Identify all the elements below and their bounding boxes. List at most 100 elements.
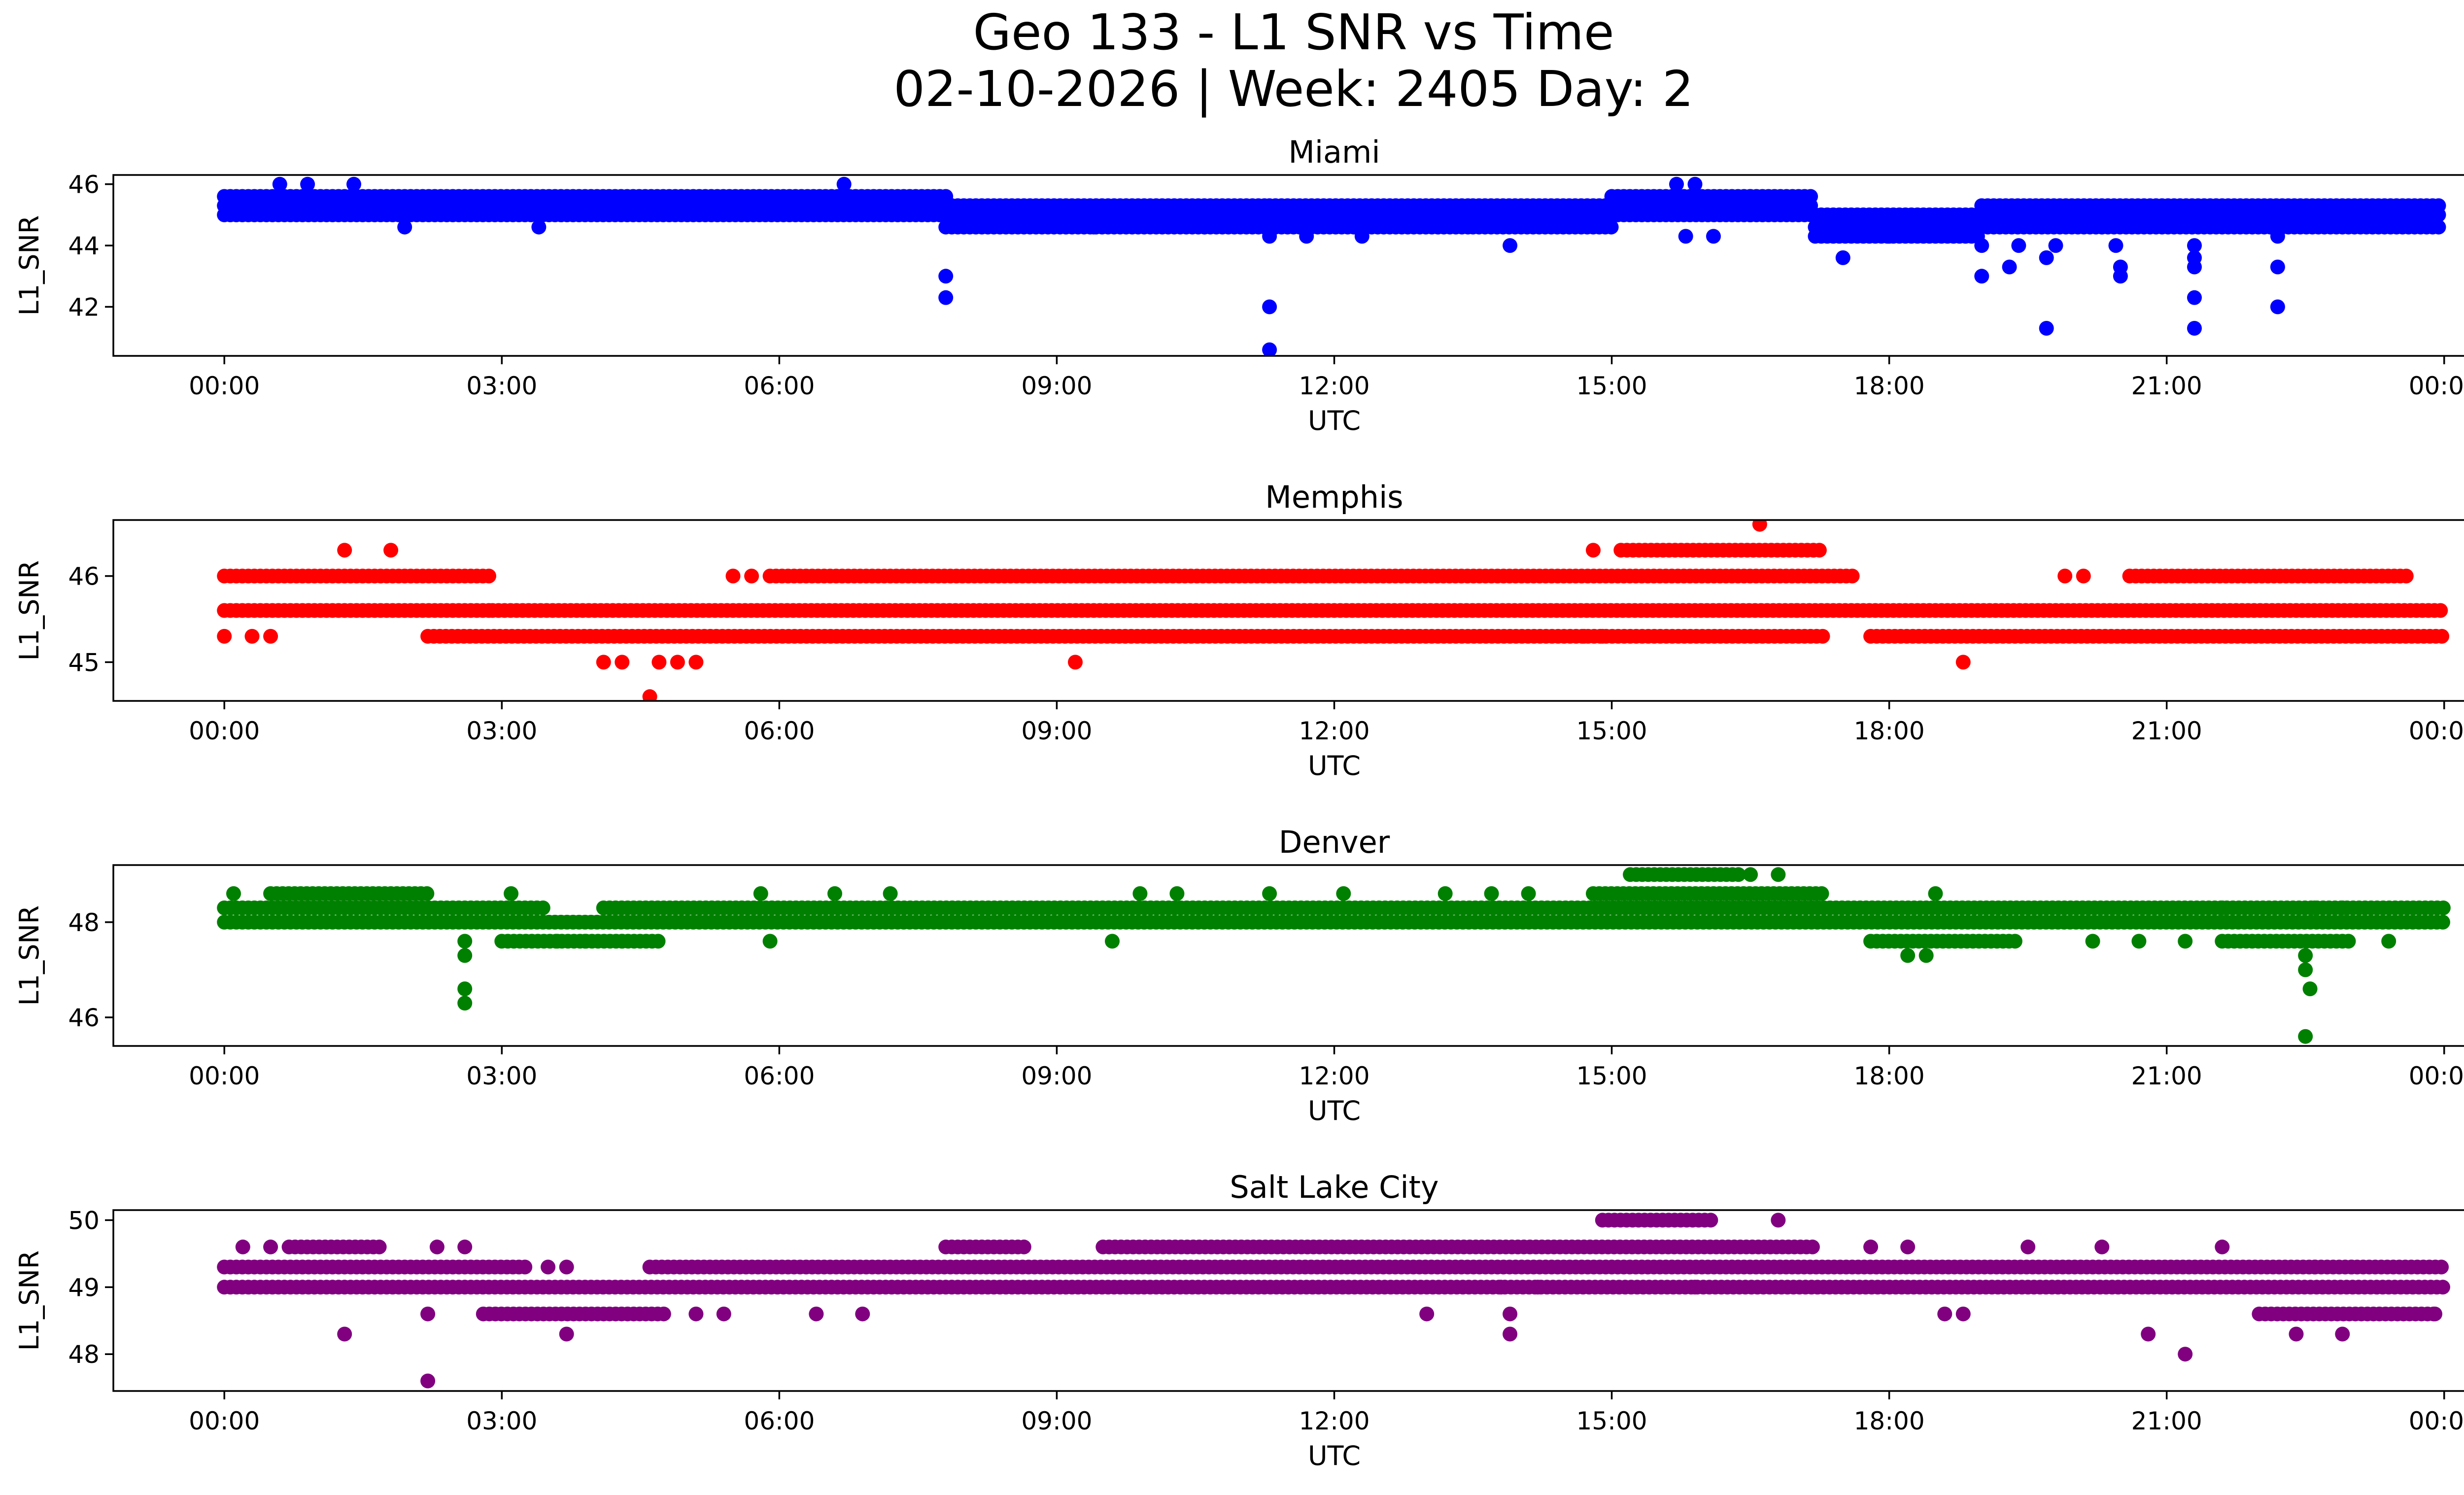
data-point <box>1937 1306 1952 1321</box>
data-point <box>1503 238 1518 253</box>
data-point <box>762 934 778 949</box>
data-point <box>1262 886 1277 901</box>
data-point <box>2020 1239 2036 1254</box>
x-axis-label: UTC <box>1308 750 1361 781</box>
y-tick-label: 42 <box>68 293 100 321</box>
figure-title-line-1: Geo 133 - L1 SNR vs Time <box>973 3 1614 61</box>
data-point <box>2011 238 2026 253</box>
data-point <box>2434 628 2450 644</box>
x-tick-label: 12:00 <box>1299 372 1369 400</box>
data-point <box>420 1306 436 1321</box>
data-point <box>1586 543 1601 558</box>
data-point <box>2178 934 2193 949</box>
data-point <box>2344 1259 2360 1275</box>
data-point <box>1576 628 1592 644</box>
data-point <box>2048 238 2063 253</box>
data-point <box>1974 238 1989 253</box>
x-axis-label: UTC <box>1308 405 1361 436</box>
data-point <box>827 886 842 901</box>
data-point <box>2178 1347 2193 1362</box>
data-point <box>1132 886 1148 901</box>
subplot-title: Salt Lake City <box>1230 1169 1438 1205</box>
data-point <box>420 1373 436 1389</box>
data-point <box>615 934 630 949</box>
subplot-title: Memphis <box>1265 479 1403 515</box>
x-tick-label: 12:00 <box>1299 1407 1369 1435</box>
data-point <box>2433 603 2448 618</box>
data-point <box>596 655 611 670</box>
data-point <box>1530 1280 1545 1295</box>
data-point <box>2094 1239 2110 1254</box>
data-point <box>337 1326 352 1342</box>
data-point <box>1955 1306 1971 1321</box>
y-tick-label: 46 <box>68 1004 100 1032</box>
data-point <box>235 1239 250 1254</box>
y-tick-label: 46 <box>68 562 100 591</box>
data-point <box>2039 321 2054 336</box>
data-point <box>744 568 759 584</box>
data-point <box>504 886 519 901</box>
data-point <box>809 1306 824 1321</box>
data-point <box>1928 886 1943 901</box>
data-point <box>2113 269 2128 284</box>
data-point <box>1803 189 1818 204</box>
data-point <box>2307 900 2322 915</box>
data-point <box>217 628 232 644</box>
data-point <box>2270 299 2285 314</box>
x-tick-label: 06:00 <box>744 1062 815 1090</box>
x-tick-label: 18:00 <box>1854 1407 1925 1435</box>
data-point <box>2076 568 2091 584</box>
data-point <box>346 176 361 192</box>
data-point <box>2002 259 2017 275</box>
data-point <box>541 1259 556 1275</box>
data-point <box>263 628 278 644</box>
data-point <box>457 996 473 1011</box>
data-point <box>2398 568 2414 584</box>
data-point <box>2085 934 2100 949</box>
subplot-title: Miami <box>1288 134 1380 170</box>
data-point <box>2187 238 2202 253</box>
data-points <box>217 1213 2450 1389</box>
data-point <box>1068 655 1083 670</box>
data-point <box>457 981 473 997</box>
data-point <box>1743 867 1758 882</box>
data-point <box>615 655 630 670</box>
subplot-title: Denver <box>1279 824 1390 860</box>
data-point <box>1815 628 1830 644</box>
y-axis-label: L1_SNR <box>14 560 45 661</box>
data-point <box>688 1306 704 1321</box>
data-point <box>2434 1259 2449 1275</box>
x-tick-label: 03:00 <box>466 717 537 745</box>
data-point <box>1771 867 1786 882</box>
data-point <box>1706 229 1721 244</box>
data-point <box>688 655 704 670</box>
x-tick-label: 03:00 <box>466 372 537 400</box>
x-tick-label: 00:00 <box>2409 1407 2464 1435</box>
x-tick-label: 03:00 <box>466 1407 537 1435</box>
data-point <box>716 1306 731 1321</box>
y-tick-label: 45 <box>68 648 100 677</box>
data-point <box>372 1239 387 1254</box>
y-tick-label: 48 <box>68 908 100 937</box>
data-point <box>2435 1280 2450 1295</box>
data-point <box>1604 219 1619 235</box>
x-tick-label: 00:00 <box>2409 717 2464 745</box>
data-point <box>559 1259 574 1275</box>
data-point <box>1752 520 1767 532</box>
data-point <box>1503 1326 1518 1342</box>
data-point <box>1016 1239 1031 1254</box>
data-point <box>2341 934 2356 949</box>
data-point <box>2215 1239 2230 1254</box>
data-point <box>2007 934 2022 949</box>
data-point <box>1484 886 1499 901</box>
data-point <box>2428 1306 2442 1321</box>
x-tick-label: 09:00 <box>1021 372 1092 400</box>
data-point <box>1262 342 1277 356</box>
data-point <box>670 655 685 670</box>
data-point <box>1687 1280 1703 1295</box>
y-axis-label: L1_SNR <box>14 215 45 316</box>
data-point <box>2131 934 2147 949</box>
data-point <box>1437 886 1453 901</box>
x-tick-label: 00:00 <box>189 717 260 745</box>
data-point <box>1503 1306 1518 1321</box>
